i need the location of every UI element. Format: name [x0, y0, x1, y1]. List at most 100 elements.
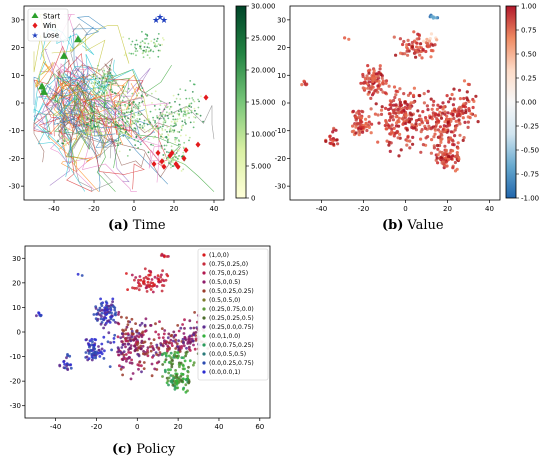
- time-point: [152, 116, 155, 119]
- time-point: [179, 108, 182, 110]
- time-point: [176, 112, 179, 115]
- time-point: [152, 50, 155, 53]
- time-point: [140, 94, 143, 97]
- policy-point: [182, 332, 186, 335]
- time-point: [126, 155, 129, 157]
- colorbar-a-tick-label: 30.000: [251, 3, 276, 11]
- time-point: [192, 116, 195, 118]
- policy-point: [94, 307, 98, 310]
- time-point: [107, 114, 109, 116]
- time-point: [118, 103, 121, 106]
- time-point: [175, 97, 178, 100]
- time-point: [89, 113, 91, 115]
- value-point: [410, 40, 414, 45]
- value-point: [367, 71, 371, 75]
- time-point: [152, 137, 155, 139]
- value-point: [351, 109, 355, 113]
- policy-point: [100, 352, 104, 356]
- policy-point: [175, 383, 179, 386]
- value-point: [466, 125, 470, 129]
- time-point: [149, 110, 152, 113]
- value-point: [419, 137, 423, 141]
- value-point: [441, 111, 445, 115]
- time-point: [185, 97, 188, 100]
- x-tick-label-b: 0: [403, 205, 407, 213]
- x-tick-label-a: 0: [132, 205, 136, 213]
- policy-point: [140, 370, 143, 374]
- value-point: [451, 166, 455, 170]
- policy-point: [170, 363, 174, 367]
- colorbar-a-tick-label: 15.000: [251, 99, 276, 107]
- value-point: [367, 120, 371, 124]
- time-point: [167, 156, 169, 159]
- time-point: [174, 136, 177, 139]
- legend-c-label: (0.25,0.75,0.0): [209, 306, 254, 313]
- time-point: [133, 127, 136, 130]
- time-point: [133, 116, 135, 119]
- value-point: [405, 43, 409, 47]
- time-point: [173, 153, 176, 156]
- time-point: [189, 121, 192, 124]
- value-point: [335, 138, 339, 142]
- time-point: [191, 91, 194, 93]
- policy-point: [110, 348, 113, 352]
- time-point: [168, 108, 171, 110]
- policy-point: [111, 300, 114, 304]
- value-point: [439, 116, 444, 120]
- value-point: [392, 134, 396, 138]
- time-point: [100, 131, 103, 134]
- value-point: [384, 119, 388, 123]
- time-point: [172, 94, 175, 97]
- policy-point: [110, 303, 113, 307]
- colorbar-b-tick-label: 0.50: [521, 51, 537, 59]
- time-point: [107, 77, 110, 79]
- time-point: [109, 64, 111, 67]
- policy-point: [137, 367, 140, 371]
- trajectory-line: [38, 65, 89, 132]
- value-point: [395, 129, 399, 134]
- caption-b-tag: (b): [382, 218, 403, 233]
- time-point: [123, 108, 126, 111]
- value-point: [447, 140, 451, 144]
- time-point: [178, 103, 181, 106]
- value-point: [377, 79, 381, 83]
- time-point: [98, 72, 101, 75]
- time-point: [162, 154, 165, 156]
- policy-point: [102, 326, 105, 330]
- value-point: [441, 130, 445, 134]
- policy-point: [127, 348, 130, 351]
- value-point: [379, 72, 383, 77]
- value-point: [458, 133, 462, 137]
- time-point: [181, 126, 183, 129]
- trajectory-line: [55, 80, 111, 121]
- time-point: [122, 104, 124, 107]
- policy-point: [126, 288, 129, 291]
- time-point: [119, 130, 122, 133]
- x-tick-label-c: 0: [135, 423, 139, 431]
- policy-point: [132, 338, 136, 342]
- value-point: [359, 116, 364, 120]
- time-point: [154, 42, 157, 45]
- value-point: [367, 115, 371, 119]
- colorbar-b-tick-label: 0.00: [521, 99, 537, 107]
- time-point: [119, 142, 122, 144]
- x-ticks-b: -40 -20 0 20 40: [316, 200, 494, 213]
- time-point: [144, 51, 147, 53]
- value-point: [347, 37, 351, 41]
- time-point: [126, 108, 128, 111]
- value-point: [422, 39, 426, 43]
- value-point: [439, 138, 443, 142]
- win-marker: [151, 160, 157, 167]
- colorbar-b: 1.00 0.75 0.50 0.25 0.00 -0.25 -0.50 -0.75 -1.00: [505, 3, 539, 203]
- time-point: [143, 128, 146, 131]
- policy-point: [175, 379, 179, 382]
- value-point: [418, 94, 422, 98]
- time-point: [63, 131, 66, 133]
- policy-point: [193, 311, 197, 314]
- time-point: [114, 119, 117, 122]
- policy-point: [113, 333, 117, 337]
- time-point: [97, 87, 100, 90]
- time-point: [185, 113, 188, 115]
- start-marker: [38, 82, 46, 90]
